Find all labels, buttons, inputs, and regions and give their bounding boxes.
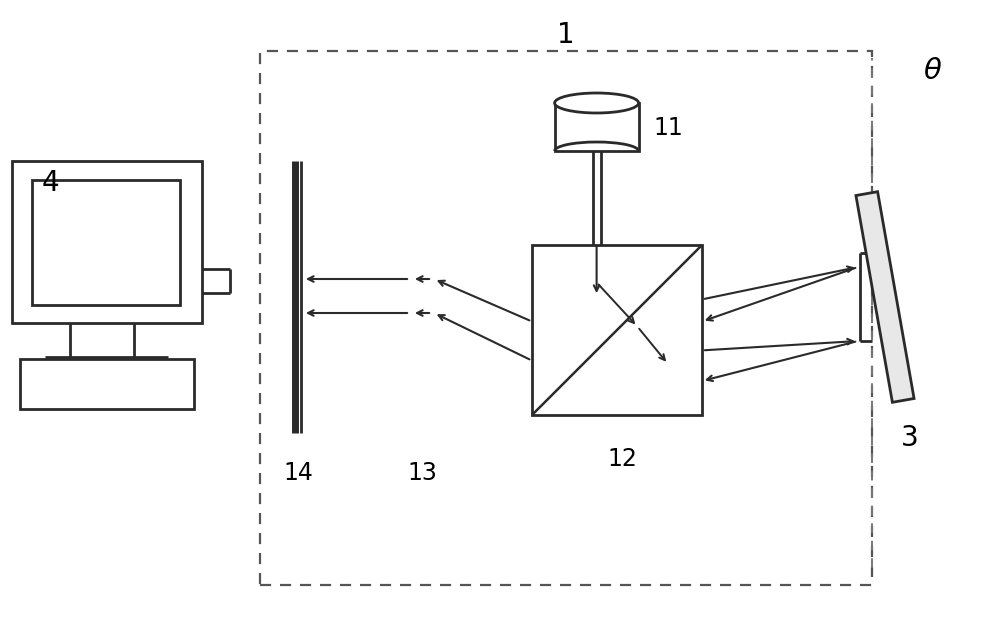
Bar xyxy=(12,161,202,323)
Bar xyxy=(856,192,914,402)
Text: 13: 13 xyxy=(407,461,437,485)
Bar xyxy=(555,103,639,151)
Bar xyxy=(20,359,194,409)
Bar xyxy=(532,245,702,415)
Text: 4: 4 xyxy=(41,169,59,197)
Ellipse shape xyxy=(555,93,639,113)
Bar xyxy=(32,180,180,305)
Text: 14: 14 xyxy=(283,461,313,485)
Text: θ: θ xyxy=(923,57,941,85)
Text: 12: 12 xyxy=(607,447,637,471)
Text: 3: 3 xyxy=(901,424,919,452)
Text: 11: 11 xyxy=(654,116,683,140)
Text: 1: 1 xyxy=(557,21,575,49)
Bar xyxy=(260,51,872,585)
